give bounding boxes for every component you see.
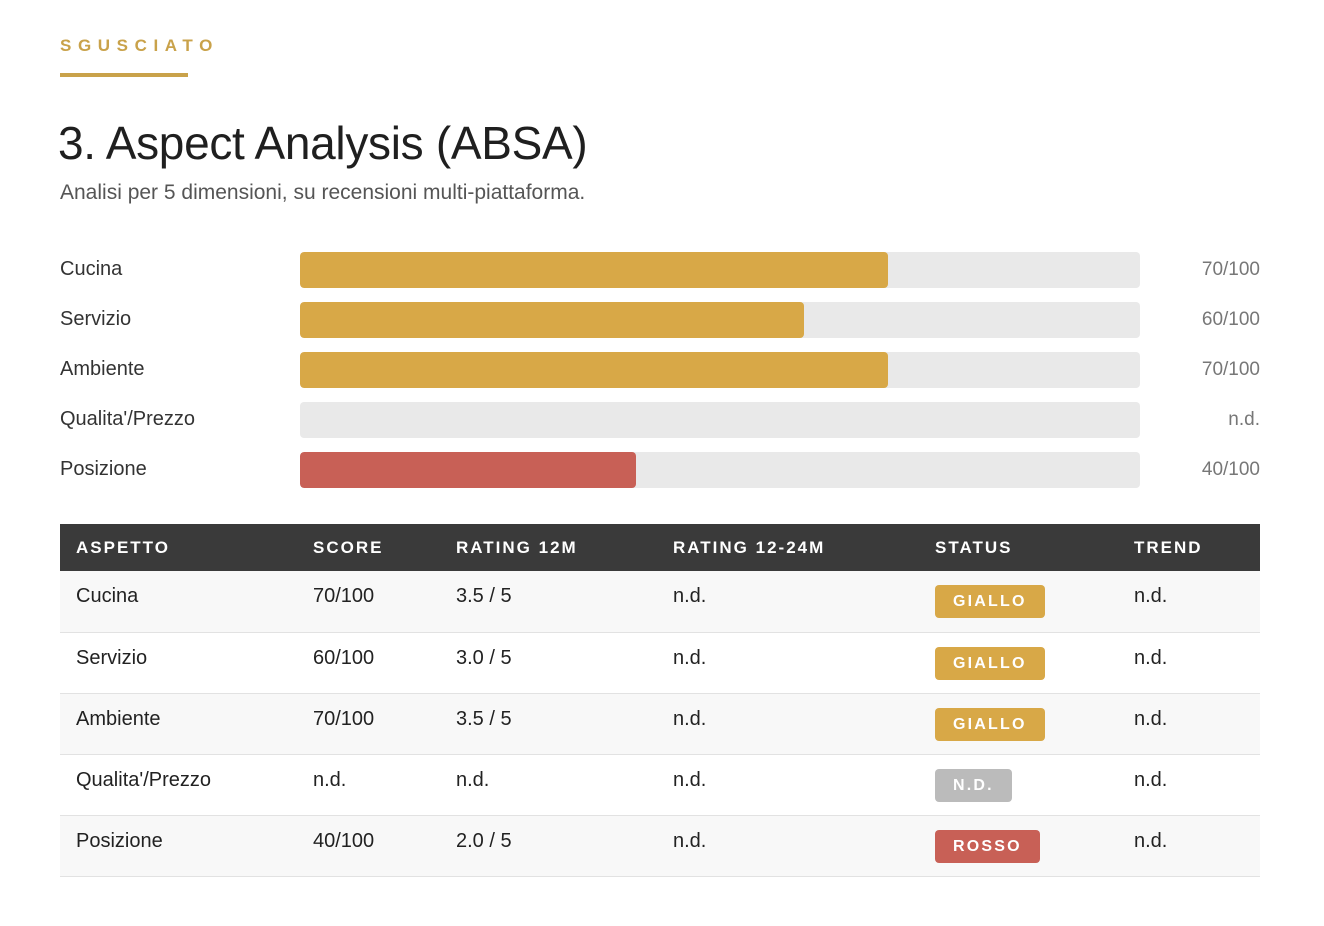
- table-row: Servizio 60/100 3.0 / 5 n.d. GIALLO n.d.: [60, 632, 1260, 693]
- aspect-bar-track: [300, 302, 1140, 338]
- section-subtitle: Analisi per 5 dimensioni, su recensioni …: [60, 181, 586, 204]
- aspect-bar-fill: [300, 452, 636, 488]
- cell-rating-12-24m: n.d.: [673, 768, 707, 791]
- cell-status: GIALLO: [919, 693, 1118, 754]
- column-header-aspetto: ASPETTO: [60, 524, 297, 571]
- cell-score: n.d.: [313, 768, 347, 791]
- status-badge: GIALLO: [935, 707, 1045, 741]
- aspect-bar-label: Posizione: [60, 458, 147, 480]
- column-header-rating-12m: RATING 12M: [440, 524, 657, 571]
- cell-trend: n.d.: [1134, 707, 1168, 730]
- cell-rating-12-24m: n.d.: [673, 707, 707, 730]
- aspect-bar-value: 40/100: [1201, 459, 1260, 480]
- cell-rating-12-24m: n.d.: [673, 829, 707, 852]
- table-header-row: ASPETTO SCORE RATING 12M RATING 12-24M S…: [60, 524, 1260, 571]
- cell-rating-12m: 3.5 / 5: [456, 585, 512, 607]
- aspect-bar-fill: [300, 352, 888, 388]
- aspect-bar-label: Cucina: [60, 258, 123, 280]
- aspect-bar-value: 70/100: [1201, 359, 1260, 380]
- aspect-bar-row: Cucina 70/100: [60, 252, 1260, 288]
- aspect-bar-value: n.d.: [1228, 409, 1260, 430]
- cell-rating-12m: n.d.: [456, 768, 490, 791]
- aspect-bar-list: Cucina 70/100 Servizio 60/100 Ambiente 7…: [60, 252, 1260, 502]
- status-badge: N.D.: [935, 768, 1012, 802]
- cell-trend: n.d.: [1134, 768, 1168, 791]
- cell-status: ROSSO: [919, 815, 1118, 876]
- aspect-bar-value: 60/100: [1201, 309, 1260, 330]
- aspect-bar-row: Servizio 60/100: [60, 302, 1260, 338]
- aspect-bar-label: Servizio: [60, 308, 132, 330]
- table-row: Ambiente 70/100 3.5 / 5 n.d. GIALLO n.d.: [60, 693, 1260, 754]
- cell-rating-12m: 2.0 / 5: [456, 829, 512, 852]
- brand-name: SGUSCIATO: [60, 36, 219, 55]
- cell-aspetto: Servizio: [76, 646, 148, 669]
- cell-rating-12m: 3.0 / 5: [456, 646, 512, 669]
- aspect-bar-fill: [300, 302, 804, 338]
- aspect-bar-fill: [300, 252, 888, 288]
- cell-status: GIALLO: [919, 632, 1118, 693]
- aspect-bar-label: Ambiente: [60, 358, 145, 380]
- aspect-table: ASPETTO SCORE RATING 12M RATING 12-24M S…: [60, 524, 1260, 877]
- aspect-bar-row: Qualita'/Prezzo n.d.: [60, 402, 1260, 438]
- section-title: 3. Aspect Analysis (ABSA): [58, 117, 588, 169]
- cell-score: 40/100: [313, 829, 375, 852]
- aspect-bar-label: Qualita'/Prezzo: [60, 408, 195, 430]
- table-row: Cucina 70/100 3.5 / 5 n.d. GIALLO n.d.: [60, 571, 1260, 632]
- aspect-bar-row: Posizione 40/100: [60, 452, 1260, 488]
- table-row: Posizione 40/100 2.0 / 5 n.d. ROSSO n.d.: [60, 815, 1260, 876]
- aspect-bar-track: [300, 252, 1140, 288]
- column-header-status: STATUS: [919, 524, 1118, 571]
- aspect-bar-value: 70/100: [1201, 259, 1260, 280]
- column-header-trend: TREND: [1118, 524, 1260, 571]
- column-header-rating-12-24m: RATING 12-24M: [657, 524, 919, 571]
- status-badge: GIALLO: [935, 646, 1045, 680]
- cell-trend: n.d.: [1134, 646, 1168, 669]
- aspect-bar-track: [300, 452, 1140, 488]
- cell-rating-12m: 3.5 / 5: [456, 707, 512, 730]
- cell-score: 60/100: [313, 646, 375, 669]
- aspect-bar-track: [300, 352, 1140, 388]
- table-row: Qualita'/Prezzo n.d. n.d. n.d. N.D. n.d.: [60, 754, 1260, 815]
- status-badge: ROSSO: [935, 829, 1040, 863]
- status-badge: GIALLO: [935, 585, 1045, 618]
- cell-trend: n.d.: [1134, 585, 1168, 607]
- cell-rating-12-24m: n.d.: [673, 646, 707, 669]
- cell-status: GIALLO: [919, 571, 1118, 632]
- cell-score: 70/100: [313, 585, 375, 607]
- cell-score: 70/100: [313, 707, 375, 730]
- cell-aspetto: Ambiente: [76, 707, 161, 730]
- cell-aspetto: Posizione: [76, 829, 163, 852]
- aspect-bar-row: Ambiente 70/100: [60, 352, 1260, 388]
- cell-trend: n.d.: [1134, 829, 1168, 852]
- cell-aspetto: Qualita'/Prezzo: [76, 768, 211, 791]
- brand-underline: [60, 73, 188, 77]
- cell-status: N.D.: [919, 754, 1118, 815]
- cell-rating-12-24m: n.d.: [673, 585, 707, 607]
- cell-aspetto: Cucina: [76, 585, 139, 607]
- aspect-bar-track: [300, 402, 1140, 438]
- column-header-score: SCORE: [297, 524, 440, 571]
